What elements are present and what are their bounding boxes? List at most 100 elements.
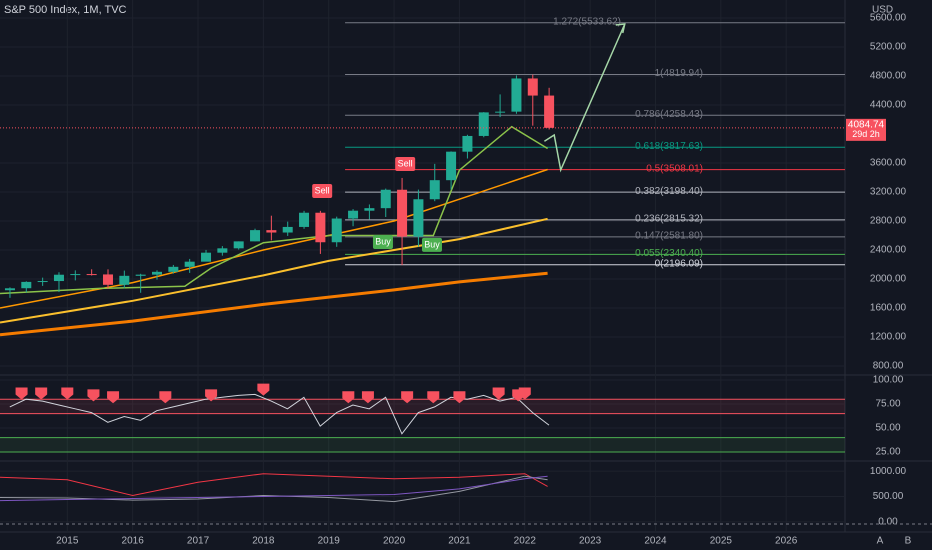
rsi-signal <box>159 391 172 404</box>
rsi-signal <box>427 391 440 404</box>
candle-body <box>233 241 244 249</box>
price-label: 4084.74 <box>848 119 885 130</box>
projection <box>543 23 626 173</box>
rsi-signal <box>205 389 218 402</box>
rsi-signal <box>361 391 374 404</box>
candle-body <box>37 281 48 283</box>
y-tick-label: 1200.00 <box>870 332 907 343</box>
candle-body <box>135 274 146 276</box>
candle-body <box>102 274 113 285</box>
candle-body <box>299 212 310 227</box>
rsi-signal <box>453 391 466 404</box>
button[interactable]: B <box>905 536 912 547</box>
candle-body <box>53 274 64 282</box>
fib-label: 0.5(3508.01) <box>646 163 703 174</box>
rsi-signal <box>518 387 531 400</box>
moving-average <box>0 271 548 337</box>
annotation-box <box>395 157 416 172</box>
y-tick-label: 4800.00 <box>870 71 907 82</box>
y-tick-label: 500.00 <box>873 491 904 502</box>
oscillator-line <box>0 475 548 502</box>
rsi-band <box>0 437 845 453</box>
annotation-box <box>312 184 333 199</box>
annotation: Sell <box>315 185 330 195</box>
x-tick-label: 2017 <box>187 536 210 547</box>
y-tick-label: 25.00 <box>875 447 900 458</box>
candle-body <box>315 212 326 243</box>
candle-body <box>86 274 97 276</box>
rsi-band <box>0 399 845 414</box>
y-tick-label: 5600.00 <box>870 13 907 24</box>
annotation: Sell <box>398 158 413 168</box>
annotation: Buy <box>424 239 440 249</box>
y-tick-label: 5200.00 <box>870 42 907 53</box>
x-tick-label: 2021 <box>448 536 471 547</box>
fib-label: 0.382(3198.40) <box>635 186 703 197</box>
x-tick-label: 2026 <box>775 536 798 547</box>
x-tick-label: 2018 <box>252 536 275 547</box>
oscillator-line <box>0 473 548 497</box>
y-tick-label: 2000.00 <box>870 274 907 285</box>
candle-body <box>266 230 277 233</box>
candle-body <box>495 111 506 113</box>
currency: USD <box>872 5 893 16</box>
x-tick-label: 2016 <box>122 536 145 547</box>
candle-body <box>331 218 342 243</box>
rsi-signal <box>107 391 120 404</box>
y-tick-label: 100.00 <box>873 375 904 386</box>
candle-body <box>364 208 375 211</box>
y-tick-label: 2800.00 <box>870 216 907 227</box>
fib-label: 0.786(4258.43) <box>635 109 703 120</box>
candle-body <box>217 248 228 253</box>
annotation-box <box>421 237 442 252</box>
main-pane: 1.272(5533.62) 1(4819.94) 0.786(4258.43) 0.… <box>0 0 845 532</box>
button[interactable]: A <box>877 536 884 547</box>
y-tick-label: 3600.00 <box>870 158 907 169</box>
chart-title: S&P 500 Index, 1M, TVC <box>4 4 127 16</box>
candle-body <box>21 281 32 289</box>
y-tick-label: 50.00 <box>875 423 900 434</box>
rsi-signal <box>492 387 505 400</box>
rsi-signal <box>35 387 48 400</box>
candle-body <box>119 275 130 285</box>
y-tick-label: 4400.00 <box>870 100 907 111</box>
candle-body <box>413 199 424 237</box>
candle-body <box>348 210 359 219</box>
candle-body <box>250 230 261 242</box>
fib-label: 1(4819.94) <box>655 68 703 79</box>
price-box <box>846 118 886 141</box>
rsi-signal <box>401 391 414 404</box>
fib-label: 0.236(2815.32) <box>635 214 703 225</box>
y-tick-label: 1600.00 <box>870 303 907 314</box>
y-tick-label: 3200.00 <box>870 187 907 198</box>
fib-label: 1.272(5533.62) <box>553 16 621 27</box>
rsi-signal <box>342 391 355 404</box>
y-tick-label: 75.00 <box>875 399 900 410</box>
x-tick-label: 2019 <box>318 536 341 547</box>
y-tick-label: 800.00 <box>873 361 904 372</box>
x-tick-label: 2023 <box>579 536 602 547</box>
candle-body <box>478 112 489 136</box>
candle-body <box>429 180 440 200</box>
annotation-box <box>372 235 393 250</box>
arrow-head <box>615 23 626 34</box>
x-tick-label: 2025 <box>710 536 733 547</box>
x-tick-label: 2024 <box>644 536 667 547</box>
candle-body <box>70 274 81 276</box>
x-tick-label: 2022 <box>514 536 537 547</box>
candle-body <box>462 135 473 152</box>
y-tick-label: 0.00 <box>878 516 898 527</box>
fib-label: 0.055(2340.40) <box>635 248 703 259</box>
rsi-signal <box>87 389 100 402</box>
candle-body <box>152 271 163 275</box>
rsi-signal <box>61 387 74 400</box>
y-tick-label: 1000.00 <box>870 466 907 477</box>
y-tick-label: 2400.00 <box>870 245 907 256</box>
candle-body <box>282 226 293 233</box>
fib-label: 0(2196.09) <box>655 258 703 269</box>
candle-body <box>397 189 408 237</box>
annotation: Buy <box>375 236 391 246</box>
fib-label: 0.147(2581.80) <box>635 230 703 241</box>
